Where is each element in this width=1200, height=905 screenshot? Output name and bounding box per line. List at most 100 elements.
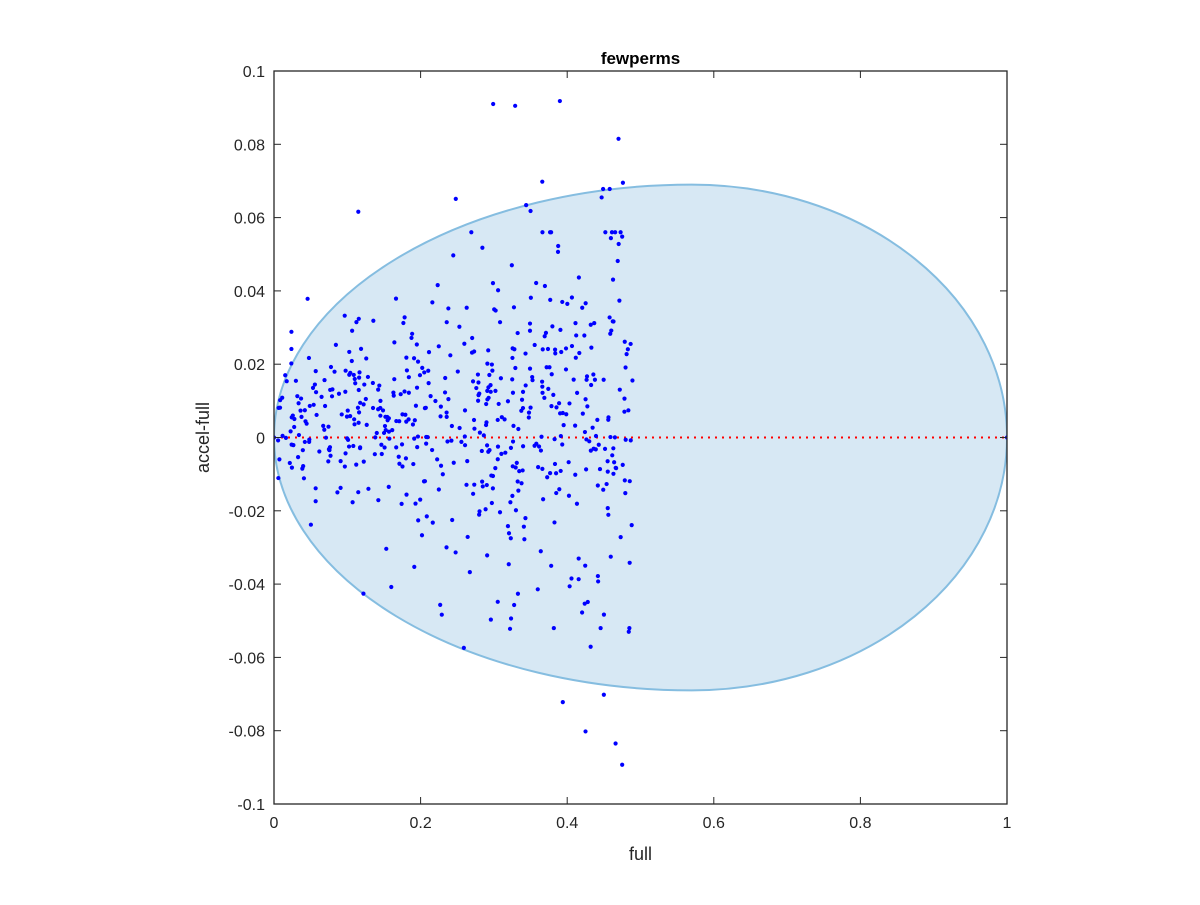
data-point <box>313 369 318 374</box>
data-point <box>357 370 362 375</box>
data-point <box>342 464 347 469</box>
data-point <box>557 401 562 406</box>
data-point <box>471 417 477 423</box>
data-point <box>620 462 625 468</box>
data-point <box>446 396 451 402</box>
data-point <box>485 397 490 402</box>
data-point <box>522 537 527 542</box>
data-point <box>459 439 464 444</box>
data-point <box>307 439 312 444</box>
data-point <box>515 330 520 336</box>
data-point <box>528 405 533 410</box>
data-point <box>538 549 543 554</box>
data-point <box>579 610 585 615</box>
data-point <box>613 741 618 746</box>
data-point <box>493 388 498 394</box>
data-point <box>347 349 352 355</box>
data-point <box>352 422 357 427</box>
data-point <box>346 444 352 449</box>
data-point <box>495 444 501 449</box>
data-point <box>276 475 281 481</box>
data-point <box>543 330 549 335</box>
data-point <box>350 328 355 333</box>
data-point <box>415 445 420 450</box>
data-point <box>498 376 504 381</box>
data-point <box>580 305 585 310</box>
data-point <box>350 500 355 505</box>
data-point <box>595 417 600 422</box>
data-point <box>404 368 410 373</box>
data-point <box>523 516 528 521</box>
data-point <box>293 378 299 383</box>
data-point <box>554 490 559 496</box>
y-tick-label: -0.06 <box>229 650 266 667</box>
data-point <box>576 577 581 582</box>
data-point <box>552 437 557 442</box>
data-point <box>342 313 347 318</box>
data-point <box>401 320 406 326</box>
data-point <box>477 512 482 517</box>
y-tick-label: 0 <box>256 431 265 448</box>
x-axis-label: full <box>629 844 652 864</box>
data-point <box>513 365 518 371</box>
data-point <box>477 430 482 435</box>
data-point <box>308 522 313 527</box>
data-point <box>620 180 626 185</box>
data-point <box>548 297 553 302</box>
data-point <box>618 535 623 540</box>
data-point <box>613 465 618 470</box>
data-point <box>322 377 327 383</box>
data-point <box>608 236 613 241</box>
data-point <box>377 383 382 388</box>
data-point <box>307 403 312 409</box>
data-point <box>336 391 342 396</box>
data-point <box>540 230 545 235</box>
y-tick-label: -0.08 <box>229 724 266 741</box>
data-point <box>397 419 402 424</box>
data-point <box>490 280 496 286</box>
data-point <box>487 448 492 453</box>
data-point <box>485 388 490 394</box>
data-point <box>443 375 448 381</box>
data-point <box>624 352 629 357</box>
data-point <box>415 434 421 439</box>
data-point <box>450 517 455 523</box>
data-point <box>506 562 511 567</box>
data-point <box>554 405 559 410</box>
data-point <box>418 497 423 502</box>
data-point <box>328 364 334 370</box>
data-point <box>582 601 587 606</box>
data-point <box>283 435 289 441</box>
y-tick-label: 0.04 <box>234 284 265 301</box>
data-point <box>573 355 578 360</box>
data-point <box>609 230 615 235</box>
data-point <box>416 518 421 523</box>
data-point <box>317 449 322 454</box>
data-point <box>361 459 366 464</box>
data-point <box>400 464 405 469</box>
data-point <box>406 375 411 380</box>
data-point <box>513 508 519 513</box>
data-point <box>608 434 613 440</box>
data-point <box>598 625 603 631</box>
data-point <box>300 466 305 471</box>
data-point <box>424 514 429 519</box>
data-point <box>435 457 440 462</box>
data-point <box>608 331 613 336</box>
data-point <box>313 499 318 504</box>
data-point <box>628 341 633 347</box>
data-point <box>566 493 572 498</box>
data-point <box>622 396 627 401</box>
data-point <box>530 374 535 380</box>
data-point <box>425 435 430 440</box>
data-point <box>355 405 361 410</box>
data-point <box>563 346 569 351</box>
data-point <box>363 396 368 402</box>
data-point <box>446 306 451 311</box>
data-point <box>569 343 575 349</box>
data-point <box>345 436 350 441</box>
data-point <box>496 401 501 407</box>
data-point <box>298 396 304 401</box>
data-point <box>356 420 361 425</box>
